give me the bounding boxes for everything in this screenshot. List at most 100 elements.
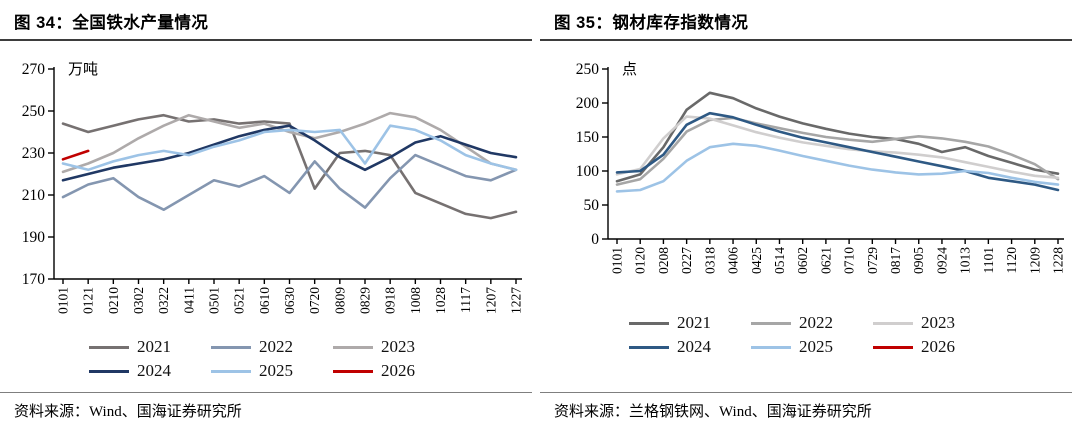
legend-label: 2024: [137, 361, 171, 380]
svg-text:0208: 0208: [656, 247, 671, 274]
chart-legend: 2021 2022 2023 2024 2025 2026: [77, 335, 457, 383]
svg-text:50: 50: [584, 197, 600, 214]
legend-swatch-2022: [211, 345, 251, 349]
svg-text:0322: 0322: [156, 287, 171, 314]
legend-item-2023: 2023: [333, 337, 445, 357]
svg-text:1013: 1013: [958, 247, 973, 274]
legend-swatch-2024: [89, 369, 129, 373]
legend-item-2022: 2022: [751, 313, 863, 333]
legend-swatch-2026: [333, 369, 373, 373]
legend-item-2023: 2023: [873, 313, 985, 333]
axis-tick-labels: 170 190 210 230 250 270 0101 0121 0210 0302 0322 04…: [22, 61, 524, 314]
legend-swatch-2022: [751, 321, 791, 325]
legend-swatch-2021: [629, 321, 669, 325]
series-line-2025: [615, 142, 1060, 193]
series-line-2022: [615, 116, 1060, 186]
legend-item-2025: 2025: [211, 361, 323, 381]
svg-text:210: 210: [22, 187, 46, 204]
figure-35: 图 35：钢材库存指数情况 0 50 100 150 200 250 0101 0120 020…: [540, 0, 1080, 430]
title-rule: [540, 39, 1072, 41]
axes: [602, 67, 1064, 244]
svg-text:230: 230: [22, 145, 46, 162]
source-rule: [0, 392, 532, 393]
iron-output-line-chart: 170 190 210 230 250 270 0101 0121 0210 0302 0322 04…: [22, 61, 524, 314]
svg-text:200: 200: [576, 95, 600, 112]
legend-swatch-2024: [629, 345, 669, 349]
legend-swatch-2021: [89, 345, 129, 349]
svg-text:1209: 1209: [1027, 247, 1042, 274]
legend-label: 2025: [799, 337, 833, 356]
svg-text:1008: 1008: [408, 287, 423, 314]
svg-text:1028: 1028: [433, 287, 448, 314]
svg-text:150: 150: [576, 129, 600, 146]
svg-text:1207: 1207: [483, 287, 498, 314]
svg-text:0720: 0720: [307, 287, 322, 314]
source-text: 资料来源：Wind、国海证券研究所: [14, 404, 242, 420]
figure-title: 图 34：全国铁水产量情况: [14, 14, 209, 32]
svg-text:0: 0: [591, 231, 599, 248]
svg-text:1101: 1101: [981, 247, 996, 274]
legend-label: 2026: [381, 361, 415, 380]
series-line-2021: [61, 113, 518, 220]
svg-text:0514: 0514: [772, 247, 787, 274]
svg-text:1120: 1120: [1004, 247, 1019, 274]
series-line-2026: [61, 149, 90, 161]
legend-swatch-2023: [873, 321, 913, 325]
axis-unit-label: 点: [622, 61, 637, 78]
series-line-2024: [61, 124, 518, 182]
title-rule: [0, 39, 532, 41]
legend-swatch-2025: [211, 369, 251, 373]
axis-unit-label: 万吨: [68, 61, 98, 78]
legend-item-2024: 2024: [89, 361, 201, 381]
svg-text:0710: 0710: [842, 247, 857, 274]
svg-text:0121: 0121: [81, 287, 96, 314]
axis-tick-labels: 0 50 100 150 200 250 0101 0120 0208 0227 0318 0406 0…: [576, 61, 1066, 274]
svg-text:0817: 0817: [888, 247, 903, 274]
svg-text:0101: 0101: [56, 287, 71, 314]
svg-text:1117: 1117: [458, 287, 473, 313]
series-line-2025: [61, 124, 518, 172]
legend-item-2024: 2024: [629, 337, 741, 357]
svg-text:270: 270: [22, 61, 46, 78]
legend-label: 2025: [259, 361, 293, 380]
source-rule: [540, 392, 1072, 393]
legend-label: 2021: [677, 313, 711, 332]
series-line-2022: [61, 153, 518, 211]
legend-item-2026: 2026: [873, 337, 985, 357]
legend-label: 2024: [677, 337, 711, 356]
svg-text:0610: 0610: [257, 287, 272, 314]
series-line-2023: [615, 115, 1060, 180]
svg-text:250: 250: [22, 103, 46, 120]
svg-text:0630: 0630: [282, 287, 297, 314]
axes: [48, 67, 522, 284]
svg-text:0501: 0501: [207, 287, 222, 314]
legend-item-2021: 2021: [629, 313, 741, 333]
svg-text:0302: 0302: [131, 287, 146, 314]
legend-label: 2022: [799, 313, 833, 332]
source-text: 资料来源：兰格钢铁网、Wind、国海证券研究所: [554, 404, 872, 420]
svg-text:0729: 0729: [865, 247, 880, 274]
svg-text:0829: 0829: [358, 287, 373, 314]
figure-title: 图 35：钢材库存指数情况: [554, 14, 749, 32]
legend-label: 2023: [381, 337, 415, 356]
legend-swatch-2026: [873, 345, 913, 349]
svg-text:190: 190: [22, 229, 46, 246]
svg-text:0120: 0120: [633, 247, 648, 274]
svg-text:0425: 0425: [749, 247, 764, 274]
svg-text:1227: 1227: [509, 287, 524, 314]
source-block: 资料来源：Wind、国海证券研究所: [0, 392, 534, 430]
svg-text:0101: 0101: [610, 247, 625, 274]
series-line-2023: [61, 111, 518, 174]
legend-item-2022: 2022: [211, 337, 323, 357]
svg-text:0602: 0602: [795, 247, 810, 274]
legend-label: 2026: [921, 337, 955, 356]
figure-34: 图 34：全国铁水产量情况 170 190 210 230 250 270 0101 0121…: [0, 14, 534, 430]
svg-text:0210: 0210: [106, 287, 121, 314]
source-block: 资料来源：兰格钢铁网、Wind、国海证券研究所: [540, 392, 1074, 430]
svg-text:1228: 1228: [1051, 247, 1066, 274]
svg-text:250: 250: [576, 61, 600, 78]
legend-swatch-2023: [333, 345, 373, 349]
svg-text:0621: 0621: [818, 247, 833, 274]
legend-label: 2021: [137, 337, 171, 356]
